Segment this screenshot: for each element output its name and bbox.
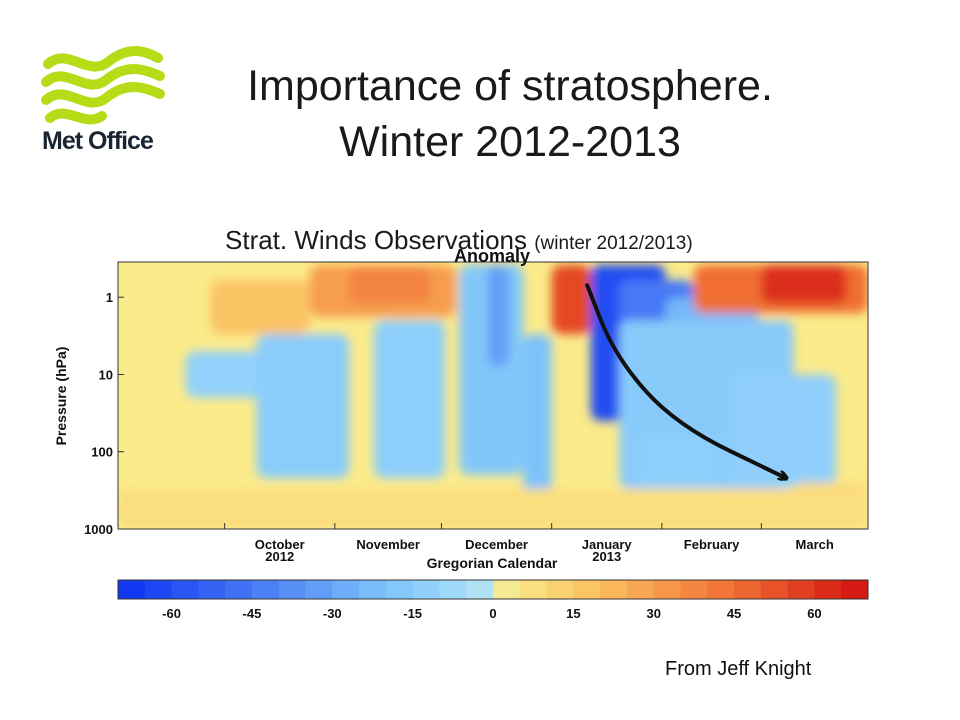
colorbar-cell	[118, 580, 146, 599]
colorbar-cell	[760, 580, 789, 599]
y-tick-label: 1	[106, 290, 113, 305]
panel-title-partial: Anomaly	[454, 246, 530, 266]
colorbar	[117, 579, 869, 600]
chart-subtitle: Strat. Winds Observations (winter 2012/2…	[225, 225, 693, 256]
heatmap-region	[210, 280, 310, 335]
colorbar-tick-label: -30	[323, 606, 342, 621]
y-tick-label: 1000	[84, 522, 113, 537]
heatmap-plot	[117, 261, 869, 530]
colorbar-cell	[225, 580, 253, 599]
y-axis: 1 10 100 1000	[84, 290, 124, 537]
x-tick-month: March	[796, 537, 834, 552]
title-line-2: Winter 2012-2013	[339, 118, 681, 166]
x-tick-month: December	[465, 537, 528, 552]
x-tick-month: January	[582, 537, 633, 552]
colorbar-cell	[412, 580, 440, 599]
colorbar-cell	[251, 580, 280, 599]
heatmap-region	[729, 374, 837, 487]
x-axis-label: Gregorian Calendar	[427, 555, 558, 571]
colorbar-cell	[198, 580, 226, 599]
subtitle-small: (winter 2012/2013)	[534, 233, 693, 254]
colorbar-cell	[332, 580, 360, 599]
colorbar-tick-label: 60	[807, 606, 821, 621]
colorbar-cell	[573, 580, 601, 599]
colorbar-tick-label: 15	[566, 606, 580, 621]
x-tick-month: November	[356, 537, 420, 552]
colorbar-frame	[117, 579, 869, 600]
heatmap-field	[118, 264, 868, 529]
colorbar-cell	[171, 580, 199, 599]
slide-title: Importance of stratosphere. Winter 2012-…	[160, 58, 860, 170]
credit-text: From Jeff Knight	[665, 658, 812, 680]
x-tick-month: October	[255, 537, 305, 552]
colorbar-cell	[359, 580, 387, 599]
plot-frame	[117, 261, 869, 530]
colorbar-cell	[841, 580, 869, 599]
trend-arrow-path	[585, 283, 786, 478]
colorbar-cell	[466, 580, 494, 599]
x-tick-month: February	[684, 537, 740, 552]
heatmap-region	[487, 264, 509, 367]
heatmap-region	[373, 320, 446, 479]
colorbar-cell	[653, 580, 681, 599]
wave-logo-icon	[41, 46, 165, 125]
x-tick-year: 2013	[592, 549, 621, 564]
colorbar-tick-label: 30	[646, 606, 660, 621]
y-tick-label: 100	[91, 445, 113, 460]
subtitle-main: Strat. Winds Observations	[225, 225, 527, 255]
colorbar-tick-label: -45	[243, 606, 262, 621]
colorbar-ticks: -60 -45 -30 -15 0 15 30 45 60	[162, 606, 821, 621]
colorbar-cell	[680, 580, 708, 599]
colorbar-cell	[546, 580, 574, 599]
colorbar-cell	[734, 580, 762, 599]
colorbar-cell	[305, 580, 333, 599]
colorbar-cell	[278, 580, 306, 599]
colorbar-cell	[626, 580, 655, 599]
logo-text: Met Office	[42, 127, 154, 155]
title-line-1: Importance of stratosphere.	[247, 62, 773, 110]
met-office-logo: Met Office	[40, 42, 170, 157]
trend-arrow	[585, 283, 786, 478]
y-axis-label: Pressure (hPa)	[53, 347, 69, 446]
y-tick-label: 10	[99, 367, 113, 382]
colorbar-cell	[439, 580, 467, 599]
colorbar-tick-label: -60	[162, 606, 181, 621]
heatmap-region	[523, 334, 552, 506]
colorbar-cell	[814, 580, 842, 599]
colorbar-cell	[493, 580, 521, 599]
colorbar-cell	[787, 580, 815, 599]
colorbar-cell	[144, 580, 173, 599]
colorbar-cell	[707, 580, 735, 599]
colorbar-tick-label: 45	[727, 606, 741, 621]
heatmap-region	[256, 334, 350, 479]
colorbar-cell	[385, 580, 414, 599]
colorbar-tick-label: 0	[489, 606, 496, 621]
heatmap-region	[349, 266, 431, 304]
heatmap-region	[761, 264, 847, 304]
heatmap-region	[551, 264, 591, 335]
heatmap-region	[185, 351, 264, 398]
colorbar-cell	[519, 580, 548, 599]
colorbar-tick-label: -15	[403, 606, 422, 621]
colorbar-cell	[600, 580, 628, 599]
heatmap-region	[118, 488, 868, 529]
x-tick-year: 2012	[265, 549, 294, 564]
